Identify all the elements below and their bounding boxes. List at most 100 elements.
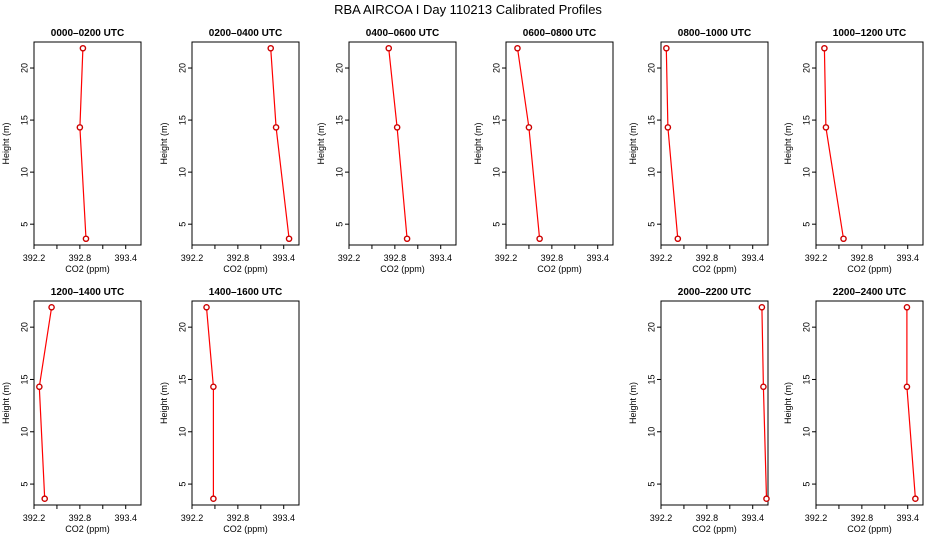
y-tick-label: 5 <box>491 222 501 227</box>
plot-frame <box>815 300 924 506</box>
x-axis-label: CO2 (ppm) <box>692 524 737 534</box>
y-axis-label: Height (m) <box>1 382 11 424</box>
y-axis-label: Height (m) <box>1 122 11 164</box>
plot-frame <box>348 41 457 246</box>
profile-point <box>674 235 682 243</box>
x-tick-label: 393.4 <box>741 513 764 523</box>
plot-frame <box>33 300 142 506</box>
profile-point <box>203 303 210 311</box>
y-tick-label: 10 <box>19 167 29 177</box>
profile-panel: 1200–1400 UTC 392.2 392.8 393.4 5 10 15 20 CO2 (… <box>1 287 142 534</box>
profile-panel: 2200–2400 UTC 392.2 392.8 393.4 5 10 15 20 CO2 (… <box>783 287 924 534</box>
y-tick-label: 10 <box>19 427 29 437</box>
y-tick-label: 10 <box>646 427 656 437</box>
y-tick-label: 15 <box>646 115 656 125</box>
profile-point <box>41 495 49 503</box>
y-tick-label: 5 <box>177 222 187 227</box>
y-tick-label: 5 <box>801 482 811 487</box>
plot-frame <box>660 41 769 246</box>
y-tick-label: 15 <box>19 115 29 125</box>
y-tick-label: 20 <box>177 63 187 73</box>
x-tick-label: 392.2 <box>181 253 204 263</box>
y-tick-label: 10 <box>801 167 811 177</box>
profile-point <box>536 235 543 243</box>
y-tick-label: 20 <box>334 63 344 73</box>
profile-point <box>79 44 87 52</box>
y-tick-label: 10 <box>334 167 344 177</box>
x-tick-label: 392.8 <box>696 513 719 523</box>
profile-point <box>82 235 90 243</box>
x-axis-label: CO2 (ppm) <box>380 264 425 274</box>
y-axis-label: Height (m) <box>159 382 169 424</box>
panel-title: 2000–2200 UTC <box>678 287 751 298</box>
plot-frame <box>505 41 614 246</box>
x-tick-label: 392.8 <box>851 513 874 523</box>
y-tick-label: 5 <box>334 222 344 227</box>
panel-title: 2200–2400 UTC <box>833 287 906 298</box>
y-tick-label: 5 <box>801 222 811 227</box>
y-axis-label: Height (m) <box>316 122 326 164</box>
profile-point <box>76 124 84 131</box>
plot-frame <box>33 41 142 246</box>
panel-title: 1200–1400 UTC <box>51 287 124 298</box>
profile-line <box>38 307 53 499</box>
x-tick-label: 393.4 <box>896 513 919 523</box>
x-tick-label: 393.4 <box>114 513 137 523</box>
y-axis-label: Height (m) <box>159 122 169 164</box>
x-tick-label: 393.4 <box>896 253 919 263</box>
x-tick-label: 392.2 <box>650 253 673 263</box>
profile-point <box>821 44 828 52</box>
y-tick-label: 20 <box>801 322 811 332</box>
x-axis-label: CO2 (ppm) <box>692 264 737 274</box>
panel-title: 0800–1000 UTC <box>678 28 751 39</box>
x-tick-label: 392.2 <box>338 253 361 263</box>
y-tick-label: 5 <box>646 482 656 487</box>
profile-line <box>79 48 87 239</box>
plot-frame <box>191 300 300 506</box>
y-tick-label: 5 <box>177 482 187 487</box>
profile-line <box>270 48 290 239</box>
profile-panel: 1400–1600 UTC 392.2 392.8 393.4 5 10 15 20 CO2 (… <box>159 287 300 534</box>
profile-point <box>393 124 401 131</box>
x-tick-label: 392.8 <box>541 253 564 263</box>
y-tick-label: 5 <box>19 222 29 227</box>
x-tick-label: 392.2 <box>650 513 673 523</box>
x-tick-label: 393.4 <box>272 253 295 263</box>
plot-frame <box>191 41 300 246</box>
y-tick-label: 5 <box>19 482 29 487</box>
y-tick-label: 20 <box>801 63 811 73</box>
profile-panel: 0000–0200 UTC 392.2 392.8 393.4 5 10 15 20 CO2 (… <box>1 28 142 274</box>
profile-line <box>761 307 768 499</box>
y-tick-label: 15 <box>491 115 501 125</box>
x-tick-label: 392.2 <box>495 253 518 263</box>
profile-point <box>903 383 911 391</box>
profile-point <box>514 44 521 52</box>
profile-point <box>285 235 293 243</box>
panel-title: 0400–0600 UTC <box>366 28 439 39</box>
profile-point <box>403 235 411 243</box>
y-tick-label: 20 <box>177 322 187 332</box>
x-axis-label: CO2 (ppm) <box>223 524 268 534</box>
y-tick-label: 20 <box>19 322 29 332</box>
y-tick-label: 15 <box>19 374 29 384</box>
profile-point <box>912 495 919 503</box>
y-tick-label: 20 <box>19 63 29 73</box>
y-tick-label: 15 <box>177 115 187 125</box>
profile-panel: 2000–2200 UTC 392.2 392.8 393.4 5 10 15 20 CO2 (… <box>628 287 770 534</box>
x-axis-label: CO2 (ppm) <box>223 264 268 274</box>
profile-line <box>205 307 214 499</box>
y-axis-label: Height (m) <box>473 122 483 164</box>
x-tick-label: 393.4 <box>272 513 295 523</box>
profile-point <box>525 124 533 131</box>
y-tick-label: 15 <box>801 374 811 384</box>
x-axis-label: CO2 (ppm) <box>537 264 582 274</box>
x-tick-label: 393.4 <box>114 253 137 263</box>
profile-point <box>385 44 393 52</box>
profile-line <box>906 307 916 499</box>
x-tick-label: 393.4 <box>429 253 452 263</box>
y-tick-label: 10 <box>646 167 656 177</box>
y-axis-label: Height (m) <box>783 122 793 164</box>
y-tick-label: 15 <box>801 115 811 125</box>
y-tick-label: 10 <box>491 167 501 177</box>
y-axis-label: Height (m) <box>783 382 793 424</box>
